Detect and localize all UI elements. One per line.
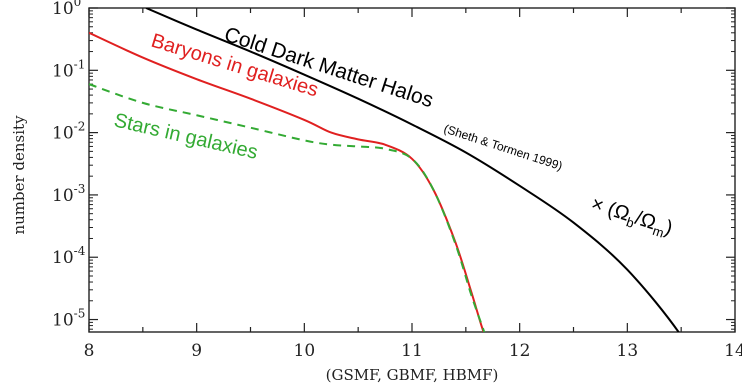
x-tick-label: 9 [191,341,202,361]
x-tick-label: 12 [509,341,531,361]
annotation-cdm-factor-b: b [624,214,636,231]
x-tick-label: 11 [401,341,423,361]
axis-ticks [88,7,736,332]
series-layer [89,8,680,332]
x-tick-label: 14 [724,341,742,361]
y-tick-label: 10-4 [52,244,86,268]
series-line-2 [89,83,486,332]
x-tick-label: 8 [84,341,95,361]
annotation-cdm-citation: (Sheth & Tormen 1999) [442,122,564,174]
y-tick-label: 10-3 [52,182,85,206]
x-tick-labels: 8 9 10 11 12 13 14 [84,341,742,361]
y-axis-title: number density [10,115,28,235]
y-tick-labels: 100 10-1 10-2 10-3 10-4 10-5 [52,0,86,331]
x-tick-label: 10 [294,341,316,361]
y-tick-label: 10-2 [52,120,85,144]
series-line-1 [89,31,485,332]
y-tick-label: 100 [52,0,81,19]
y-tick-label: 10-1 [52,57,85,81]
x-tick-label: 13 [617,341,639,361]
annotation-cdm-factor-m: m [651,223,666,241]
series-line-0 [145,8,680,332]
x-axis-title: (GSMF, GBMF, HBMF) [326,366,499,384]
annotation-cdm-factor: × (Ωb/Ωm) [588,193,676,243]
annotation-stars: Stars in galaxies [112,109,260,163]
annotation-cdm-factor-prefix: × (Ω [588,193,632,226]
y-tick-label: 10-5 [52,307,85,331]
